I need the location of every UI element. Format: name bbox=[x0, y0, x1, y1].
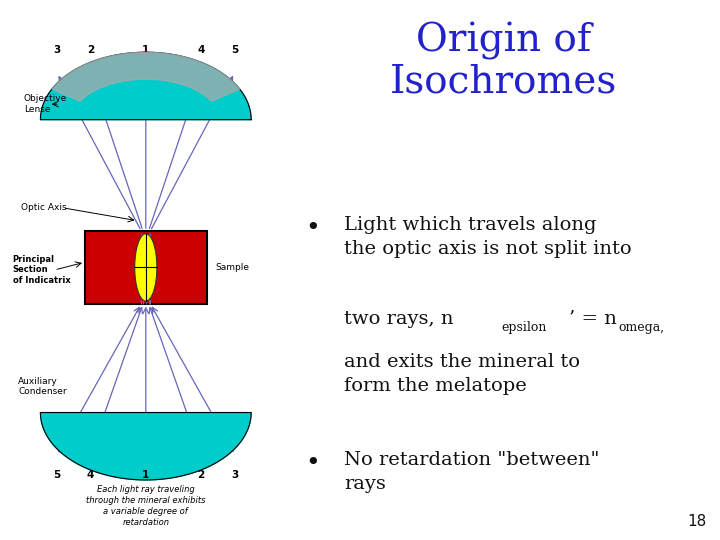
Text: Light which travels along
the optic axis is not split into: Light which travels along the optic axis… bbox=[344, 216, 631, 258]
Text: Principal
Section
of Indicatrix: Principal Section of Indicatrix bbox=[13, 255, 71, 285]
Text: Auxiliary
Condenser: Auxiliary Condenser bbox=[18, 377, 67, 396]
Text: 2: 2 bbox=[197, 470, 205, 480]
Text: 1: 1 bbox=[142, 470, 150, 480]
Polygon shape bbox=[40, 52, 251, 120]
Text: 4: 4 bbox=[86, 470, 94, 480]
Polygon shape bbox=[52, 52, 240, 102]
Polygon shape bbox=[40, 413, 251, 480]
Text: Origin of
Isochromes: Origin of Isochromes bbox=[390, 22, 618, 101]
Text: Objective
Lense: Objective Lense bbox=[24, 94, 67, 114]
Text: and exits the mineral to
form the melatope: and exits the mineral to form the melato… bbox=[344, 353, 580, 395]
Text: 3: 3 bbox=[53, 45, 60, 55]
Ellipse shape bbox=[135, 234, 157, 301]
Text: 1: 1 bbox=[142, 45, 150, 55]
Text: Optic Axis: Optic Axis bbox=[21, 203, 67, 212]
Bar bbox=[85, 231, 207, 303]
Text: 3: 3 bbox=[231, 470, 238, 480]
Text: 4: 4 bbox=[197, 45, 205, 55]
Text: 18: 18 bbox=[688, 514, 707, 529]
Text: 2: 2 bbox=[86, 45, 94, 55]
Text: 5: 5 bbox=[231, 45, 238, 55]
Text: No retardation "between"
rays: No retardation "between" rays bbox=[344, 451, 600, 493]
Text: 5: 5 bbox=[53, 470, 60, 480]
Text: omega,: omega, bbox=[618, 321, 665, 334]
Text: •: • bbox=[305, 451, 320, 475]
Text: epsilon: epsilon bbox=[502, 321, 547, 334]
Text: Each light ray traveling
through the mineral exhibits
a variable degree of
retar: Each light ray traveling through the min… bbox=[86, 485, 205, 528]
Text: ’ = n: ’ = n bbox=[569, 310, 616, 328]
Text: Sample: Sample bbox=[215, 263, 249, 272]
Text: •: • bbox=[305, 216, 320, 240]
Text: two rays, n: two rays, n bbox=[344, 310, 454, 328]
